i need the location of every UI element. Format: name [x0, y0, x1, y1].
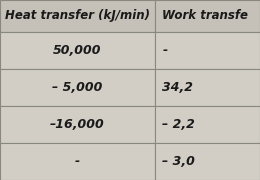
Text: – 2,2: – 2,2	[162, 118, 195, 131]
Text: –16,000: –16,000	[50, 118, 105, 131]
Text: – 3,0: – 3,0	[162, 155, 195, 168]
Bar	[155, 0, 260, 31]
Bar	[0, 69, 155, 106]
Bar	[155, 143, 260, 180]
Bar	[0, 31, 155, 69]
Bar	[155, 69, 260, 106]
Text: – 5,000: – 5,000	[52, 81, 102, 94]
Bar	[0, 0, 155, 31]
Bar	[155, 31, 260, 69]
Text: Heat transfer (kJ/min): Heat transfer (kJ/min)	[5, 9, 150, 22]
Text: 50,000: 50,000	[53, 44, 102, 57]
Bar	[0, 143, 155, 180]
Bar	[0, 106, 155, 143]
Text: Work transfe: Work transfe	[162, 9, 249, 22]
Text: -: -	[75, 155, 80, 168]
Text: 34,2: 34,2	[162, 81, 193, 94]
Bar	[155, 106, 260, 143]
Text: -: -	[162, 44, 168, 57]
